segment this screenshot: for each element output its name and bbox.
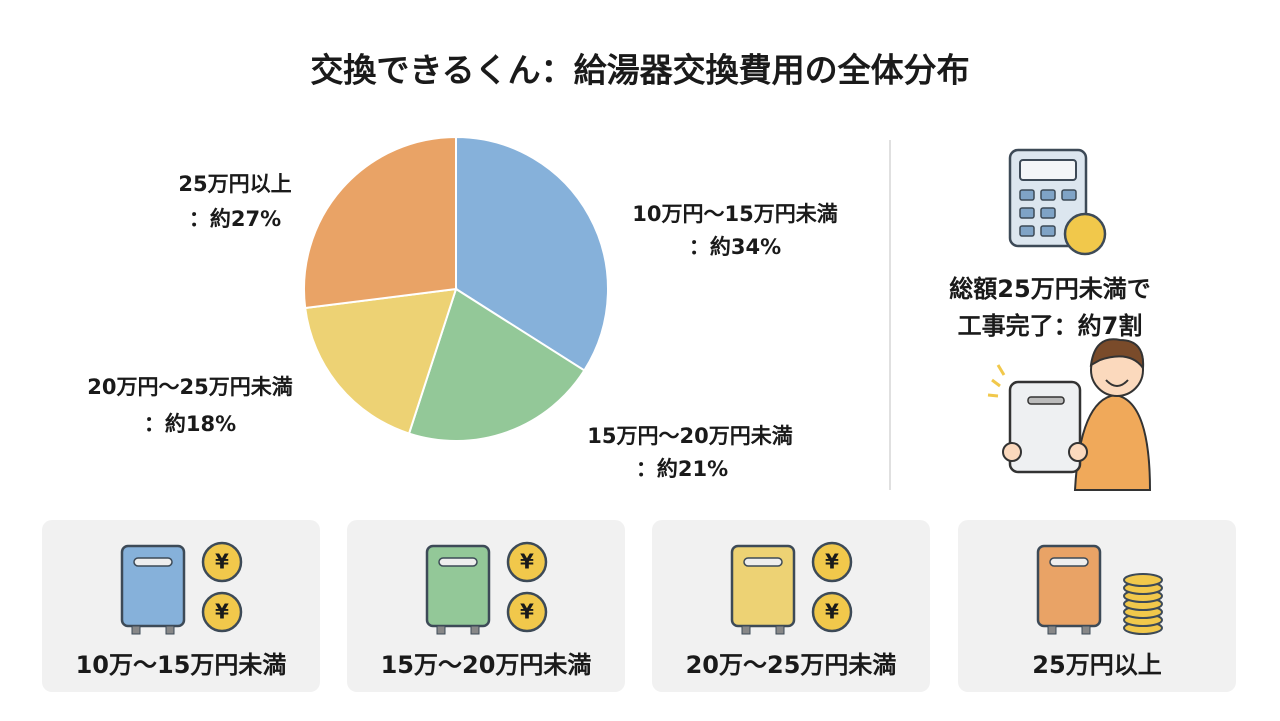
chart-title: 交換できるくん：給湯器交換費用の全体分布 xyxy=(310,51,969,90)
callout-line: 工事完了：約7割 xyxy=(958,312,1143,340)
pie-slice xyxy=(303,135,457,310)
coin-symbol: ¥ xyxy=(520,600,534,624)
pie-slice xyxy=(304,287,458,435)
coin-icon xyxy=(201,591,243,633)
person-illustration xyxy=(987,338,1152,491)
coin-stack xyxy=(1123,573,1163,587)
heater-panel xyxy=(743,557,783,567)
card-label: 10万～15万円未満 xyxy=(76,651,287,679)
coin-symbol: ¥ xyxy=(825,550,839,574)
coin-icon xyxy=(506,541,548,583)
slice-label: 15万円～20万円未満 xyxy=(587,424,792,448)
calculator-icon xyxy=(1008,148,1107,256)
slice-value-label: ：約21% xyxy=(636,457,728,481)
coin-symbol: ¥ xyxy=(215,550,229,574)
coin-symbol: ¥ xyxy=(825,600,839,624)
heater-foot xyxy=(1047,625,1057,635)
heater-panel xyxy=(1049,557,1089,567)
coin-icon xyxy=(811,541,853,583)
slice-value-label: ：約18% xyxy=(144,412,236,436)
coin-icon xyxy=(201,541,243,583)
coin-symbol: ¥ xyxy=(520,550,534,574)
coin-symbol: ¥ xyxy=(215,600,229,624)
slice-label: 10万円～15万円未満 xyxy=(632,202,837,226)
slice-value-label: ：約27% xyxy=(189,207,281,231)
pie-slice xyxy=(407,287,586,442)
heater-foot xyxy=(165,625,175,635)
heater-foot xyxy=(1081,625,1091,635)
card-label: 25万円以上 xyxy=(1032,651,1161,679)
coin-icon xyxy=(811,591,853,633)
heater-foot xyxy=(741,625,751,635)
heater-panel xyxy=(438,557,478,567)
card-label: 20万～25万円未満 xyxy=(686,651,897,679)
heater-foot xyxy=(775,625,785,635)
coin-icon xyxy=(506,591,548,633)
slice-label: 25万円以上 xyxy=(178,172,291,196)
card-label: 15万～20万円未満 xyxy=(381,651,592,679)
slice-label: 20万円～25万円未満 xyxy=(87,375,292,399)
heater-foot xyxy=(470,625,480,635)
heater-foot xyxy=(436,625,446,635)
heater-foot xyxy=(131,625,141,635)
heater-panel xyxy=(133,557,173,567)
callout-line: 総額25万円未満で xyxy=(949,275,1150,303)
slice-value-label: ：約34% xyxy=(689,235,781,259)
